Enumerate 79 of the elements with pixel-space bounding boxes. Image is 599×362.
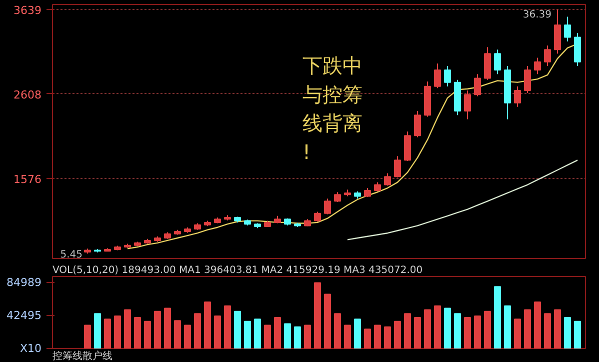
y-tick-label: 1576 <box>14 173 42 186</box>
bar <box>554 309 561 348</box>
bar <box>224 305 231 348</box>
bar <box>84 324 91 348</box>
bar <box>314 282 321 348</box>
bar <box>334 313 341 348</box>
bar <box>524 309 531 348</box>
bar <box>424 309 431 348</box>
y-tick-label: 42495 <box>6 309 42 322</box>
candlestick <box>444 65 451 87</box>
bar <box>384 326 391 348</box>
bar <box>394 320 401 348</box>
candlestick <box>514 86 521 108</box>
candlestick <box>494 49 501 75</box>
bar <box>344 324 351 348</box>
bar <box>444 308 451 348</box>
bar <box>214 315 221 348</box>
candlestick <box>464 90 471 120</box>
bar <box>484 310 491 348</box>
bar <box>114 315 121 348</box>
bar <box>254 318 261 348</box>
text: VOL(5,10,20) 189493.00 MA1 396403.81 MA2 415929.19 MA3 435072.00 <box>52 265 423 276</box>
y-tick-label: 2608 <box>14 88 42 102</box>
bar <box>504 305 511 348</box>
bar <box>544 313 551 348</box>
bar <box>234 310 241 348</box>
candlestick <box>414 110 421 138</box>
bar <box>324 294 331 348</box>
candlestick <box>384 172 391 186</box>
bar <box>404 313 411 348</box>
text: 控筹线散户线 <box>52 350 112 362</box>
bar <box>94 313 101 348</box>
bar <box>174 320 181 348</box>
bar <box>534 302 541 348</box>
annotation: 36.39 <box>522 10 552 20</box>
annotation: 5.45 <box>60 250 82 261</box>
bar <box>464 317 471 348</box>
bar <box>284 323 291 348</box>
bar <box>144 320 151 348</box>
bar <box>434 305 441 348</box>
bar <box>274 317 281 348</box>
candlestick <box>374 182 381 192</box>
bar <box>574 320 581 348</box>
candlestick <box>474 74 481 97</box>
candlestick <box>394 156 401 178</box>
candlestick <box>334 192 341 202</box>
bar <box>374 324 381 348</box>
bar <box>354 318 361 348</box>
bar <box>494 286 501 348</box>
bar <box>164 308 171 348</box>
bar <box>154 310 161 348</box>
bar <box>454 313 461 348</box>
bar <box>124 309 131 348</box>
bar <box>514 318 521 348</box>
bar <box>414 317 421 348</box>
candlestick <box>544 44 551 66</box>
bar <box>264 324 271 348</box>
bar <box>244 320 251 348</box>
y-tick-label: X10 <box>20 342 42 355</box>
candlestick <box>524 65 531 94</box>
bar <box>194 313 201 348</box>
bar <box>104 318 111 348</box>
y-tick-label: 3639 <box>14 4 42 17</box>
annotation: 下跌中与控筹线背离! <box>302 54 362 164</box>
bar <box>294 326 301 348</box>
bar <box>204 302 211 348</box>
bar <box>474 315 481 348</box>
candlestick <box>564 16 571 42</box>
y-tick-label: 84989 <box>6 276 42 290</box>
candlestick <box>534 57 541 75</box>
bar <box>184 324 191 348</box>
bar <box>304 324 311 348</box>
candlestick <box>364 188 371 198</box>
candlestick <box>324 198 331 215</box>
bar <box>564 317 571 348</box>
bar <box>364 328 371 348</box>
line-series <box>346 160 578 240</box>
candlestick <box>434 62 441 89</box>
bar <box>134 317 141 348</box>
